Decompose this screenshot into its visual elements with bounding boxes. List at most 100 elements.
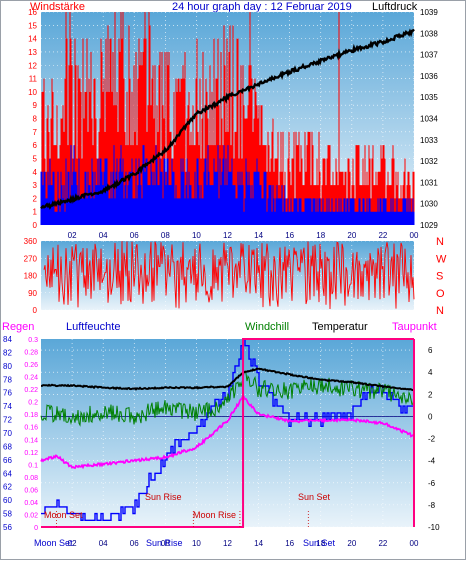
climate-x-tick-label: 10 — [192, 539, 201, 548]
wind-tick-label: 3 — [33, 181, 38, 190]
humidity-tick-label: 74 — [3, 402, 12, 411]
legend-luftfeuchte: Luftfeuchte — [66, 321, 120, 333]
wind-x-tick-label: 12 — [223, 231, 232, 240]
wind-tick-label: 12 — [28, 61, 37, 70]
dir-tick-label: 270 — [24, 254, 38, 263]
axis-moon-set: Moon Set — [34, 538, 73, 548]
legend-taupunkt: Taupunkt — [392, 321, 437, 333]
wind-tick-label: 15 — [28, 21, 37, 30]
pressure-title: Luftdruck — [372, 1, 418, 13]
humidity-tick-label: 62 — [3, 483, 12, 492]
wind-x-tick-label: 16 — [285, 231, 294, 240]
wind-x-tick-label: 08 — [161, 231, 170, 240]
humidity-line — [41, 338, 413, 521]
astro-moon-rise: Moon Rise — [193, 510, 236, 520]
rain-tick-label: 0.3 — [28, 337, 38, 344]
dir-compass-label: O — [436, 288, 445, 300]
rain-tick-label: 0.2 — [28, 400, 38, 407]
axis-sun-set: Sun Set — [303, 538, 336, 548]
rain-tick-label: 0.24 — [24, 375, 38, 382]
rain-tick-label: 0.04 — [24, 500, 38, 507]
pressure-tick-label: 1037 — [420, 51, 438, 60]
pressure-series — [40, 28, 415, 210]
wind-tick-label: 2 — [33, 194, 38, 203]
humidity-tick-label: 78 — [3, 375, 12, 384]
pressure-tick-label: 1033 — [420, 136, 438, 145]
wind-x-tick-label: 18 — [316, 231, 325, 240]
humidity-tick-label: 76 — [3, 389, 12, 398]
pressure-tick-label: 1036 — [420, 72, 438, 81]
rain-tick-label: 0.28 — [24, 350, 38, 357]
pressure-tick-label: 1029 — [420, 221, 438, 230]
rain-tick-label: 0.1 — [28, 462, 38, 469]
humidity-tick-label: 68 — [3, 442, 12, 451]
temp-tick-label: -8 — [428, 501, 436, 510]
legend-regen: Regen — [2, 321, 34, 333]
climate-x-tick-label: 16 — [285, 539, 294, 548]
climate-series — [40, 338, 415, 528]
wind-x-tick-label: 10 — [192, 231, 201, 240]
dewpoint-line — [40, 394, 415, 470]
wind-tick-label: 0 — [33, 221, 38, 230]
wind-tick-label: 14 — [28, 35, 37, 44]
rain-tick-label: 0.08 — [24, 475, 38, 482]
temp-tick-label: 2 — [428, 390, 433, 399]
wind-x-tick-label: 20 — [347, 231, 356, 240]
legend-temperatur: Temperatur — [312, 321, 368, 333]
rain-line — [41, 338, 414, 528]
astro-sun-set: Sun Set — [298, 492, 331, 502]
humidity-tick-label: 82 — [3, 348, 12, 357]
wind-tick-label: 6 — [33, 141, 38, 150]
pressure-tick-label: 1039 — [420, 8, 438, 17]
rain-tick-label: 0.26 — [24, 362, 38, 369]
rain-tick-label: 0.18 — [24, 412, 38, 419]
humidity-tick-label: 56 — [3, 523, 12, 532]
rain-tick-label: 0 — [34, 525, 38, 532]
dir-tick-label: 360 — [24, 237, 38, 246]
humidity-tick-label: 58 — [3, 510, 12, 519]
wind-x-tick-label: 14 — [254, 231, 263, 240]
wind-tick-label: 10 — [28, 88, 37, 97]
temp-tick-label: 0 — [428, 412, 433, 421]
humidity-tick-label: 72 — [3, 416, 12, 425]
humidity-tick-label: 84 — [3, 335, 12, 344]
humidity-tick-label: 60 — [3, 496, 12, 505]
wind-tick-label: 8 — [33, 115, 38, 124]
wind-title: Windstärke — [30, 1, 85, 13]
rain-tick-label: 0.02 — [24, 512, 38, 519]
rain-tick-label: 0.16 — [24, 425, 38, 432]
pressure-tick-label: 1034 — [420, 115, 438, 124]
pressure-tick-label: 1031 — [420, 178, 438, 187]
climate-x-tick-label: 22 — [378, 539, 387, 548]
wind-x-tick-label: 22 — [378, 231, 387, 240]
wind-x-tick-label: 06 — [130, 231, 139, 240]
rain-tick-label: 0.14 — [24, 437, 38, 444]
temp-tick-label: -4 — [428, 457, 436, 466]
temp-tick-label: -6 — [428, 479, 436, 488]
pressure-tick-label: 1030 — [420, 200, 438, 209]
dir-compass-label: W — [436, 253, 447, 265]
humidity-tick-label: 70 — [3, 429, 12, 438]
temp-tick-label: 6 — [428, 346, 433, 355]
dir-tick-label: 180 — [24, 272, 38, 281]
windchill-line — [40, 371, 415, 427]
climate-x-tick-label: 00 — [410, 539, 419, 548]
direction-series — [43, 241, 415, 310]
climate-x-tick-label: 02 — [68, 539, 77, 548]
wind-x-tick-label: 04 — [99, 231, 108, 240]
wind-series — [40, 12, 415, 225]
climate-x-tick-label: 08 — [161, 539, 170, 548]
humidity-tick-label: 66 — [3, 456, 12, 465]
pressure-line — [40, 28, 415, 210]
direction-panel-bg — [41, 241, 414, 310]
wind-tick-label: 4 — [33, 168, 38, 177]
rain-tick-label: 0.06 — [24, 487, 38, 494]
temp-tick-label: 4 — [428, 368, 433, 377]
center-title: 24 hour graph day : 12 Februar 2019 — [172, 1, 352, 13]
pressure-tick-label: 1038 — [420, 29, 438, 38]
wind-tick-label: 9 — [33, 101, 38, 110]
dir-compass-label: S — [436, 271, 443, 283]
rain-tick-label: 0.22 — [24, 387, 38, 394]
